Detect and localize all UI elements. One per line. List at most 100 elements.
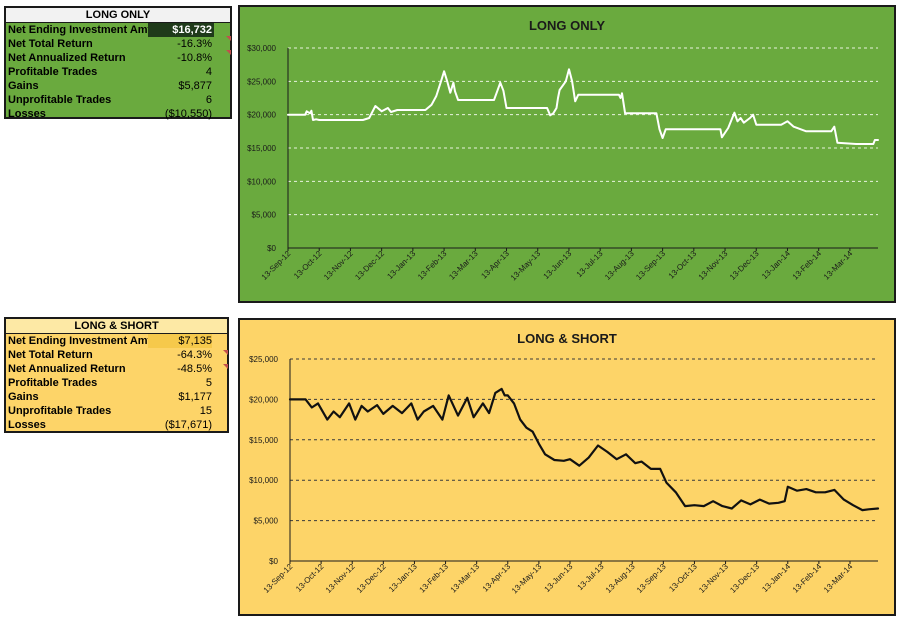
x-tick-label: 13-May-13 [510,562,544,596]
stats-label: Profitable Trades [8,66,98,78]
comment-marker-icon [223,350,228,355]
comment-marker-icon [226,36,231,41]
x-tick-label: 13-Mar-13 [447,249,480,282]
x-tick-label: 13-Oct-12 [292,249,324,281]
stats-label: Net Total Return [8,38,93,50]
x-tick-label: 13-Jan-13 [385,249,417,281]
stats-value: ($17,671) [164,419,212,431]
x-tick-label: 13-Jul-13 [575,249,605,279]
y-tick-label: $0 [269,557,278,566]
x-tick-label: 13-Sep-12 [262,562,295,595]
y-tick-label: $10,000 [249,476,278,485]
x-tick-label: 13-Nov-13 [697,562,730,595]
x-tick-label: 13-Nov-12 [324,562,357,595]
stats-row: Gains $1,177 [6,390,227,404]
stats-row: Net Annualized Return -48.5% [6,362,227,376]
long-short-chart-svg: LONG & SHORT $0 $5,000 $10,000 $15,000 $20,0… [249,331,880,596]
y-tick-label: $25,000 [247,77,276,86]
comment-marker-icon [223,364,228,369]
stats-label: Profitable Trades [8,377,98,389]
x-tick-label: 13-Apr-13 [479,249,511,281]
long-short-chart: LONG & SHORT $0 $5,000 $10,000 $15,000 $20,0… [238,318,896,616]
stats-row: Net Total Return -16.3% [6,37,230,51]
x-tick-label: 13-Feb-14 [791,562,824,595]
x-tick-label: 13-Jan-14 [760,249,792,281]
y-tick-label: $15,000 [249,436,278,445]
x-tick-label: 13-Sep-13 [634,249,667,282]
y-tick-label: $25,000 [249,355,278,364]
stats-label: Gains [8,391,39,403]
stats-row: Gains $5,877 [6,79,230,93]
stats-value: 5 [205,377,212,389]
x-tick-label: 13-Dec-12 [355,562,388,595]
y-tick-label: $5,000 [254,517,279,526]
stats-value: -48.5% [177,363,212,375]
x-tick-label: 13-Feb-13 [417,562,450,595]
x-tick-label: 13-Oct-13 [667,562,699,594]
stats-value: ($10,550) [164,108,212,120]
stats-row: Profitable Trades 5 [6,376,227,390]
stats-value: -64.3% [177,349,212,361]
x-tick-label: 13-Mar-14 [822,562,855,595]
stats-value: $7,135 [148,334,212,348]
y-tick-label: $20,000 [249,395,278,404]
y-tick-label: $10,000 [247,177,276,186]
stats-row: Losses ($10,550) [6,107,230,121]
stats-value: $5,877 [178,80,212,92]
stats-row: Net Ending Investment Amt $7,135 [6,334,227,348]
stats-label: Losses [8,419,46,431]
long-short-stats-table: LONG & SHORT Net Ending Investment Amt $… [4,317,229,433]
stats-value: 4 [205,66,212,78]
long-only-stats-title: LONG ONLY [6,8,230,23]
y-tick-label: $5,000 [252,211,277,220]
stats-value: -10.8% [177,52,212,64]
x-tick-label: 13-Feb-13 [416,249,449,282]
chart-title: LONG ONLY [529,18,605,33]
series-line [288,387,880,512]
x-tick-label: 13-Feb-14 [791,249,824,282]
x-tick-label: 13-Dec-13 [728,249,761,282]
stats-value: 6 [205,94,212,106]
x-tick-label: 13-Nov-12 [322,249,355,282]
x-tick-label: 13-Sep-13 [635,562,668,595]
series-line [287,68,879,145]
stats-row: Losses ($17,671) [6,418,227,432]
stats-label: Net Ending Investment Amt [8,24,152,36]
x-tick-label: 13-Oct-13 [667,249,699,281]
y-tick-label: $20,000 [247,111,276,120]
x-tick-label: 13-Aug-13 [604,562,637,595]
stats-label: Net Annualized Return [8,52,126,64]
chart-title: LONG & SHORT [517,331,617,346]
stats-value: -16.3% [177,38,212,50]
long-only-chart-svg: LONG ONLY $0 $5,000 $10,000 $15,000 $20,000 $… [247,18,879,283]
stats-row: Net Total Return -64.3% [6,348,227,362]
stats-label: Net Ending Investment Amt [8,335,152,347]
y-tick-label: $15,000 [247,144,276,153]
stats-label: Unprofitable Trades [8,94,112,106]
stats-label: Net Annualized Return [8,363,126,375]
x-tick-label: 13-Dec-13 [728,562,761,595]
comment-marker-icon [226,50,231,55]
long-only-chart: LONG ONLY $0 $5,000 $10,000 $15,000 $20,000 $… [238,5,896,303]
stats-row: Profitable Trades 4 [6,65,230,79]
stats-label: Losses [8,108,46,120]
y-tick-label: $0 [267,244,276,253]
x-tick-label: 13-Jan-14 [760,562,792,594]
stats-label: Unprofitable Trades [8,405,112,417]
stats-value: $1,177 [178,391,212,403]
stats-row: Net Ending Investment Amt $16,732 [6,23,230,37]
stats-value: $16,732 [148,23,214,37]
x-tick-label: 13-Dec-12 [353,249,386,282]
x-tick-label: 13-Oct-12 [294,562,326,594]
stats-row: Unprofitable Trades 15 [6,404,227,418]
stats-value: 15 [199,405,212,417]
x-tick-label: 13-Jun-13 [543,562,575,594]
x-tick-label: 13-Apr-13 [481,562,513,594]
x-tick-label: 13-Jan-13 [387,562,419,594]
stats-label: Gains [8,80,39,92]
x-tick-label: 13-May-13 [509,249,543,283]
x-tick-label: 13-Nov-13 [697,249,730,282]
x-tick-label: 13-Mar-14 [822,249,855,282]
stats-label: Net Total Return [8,349,93,361]
x-tick-label: 13-Sep-12 [260,249,293,282]
